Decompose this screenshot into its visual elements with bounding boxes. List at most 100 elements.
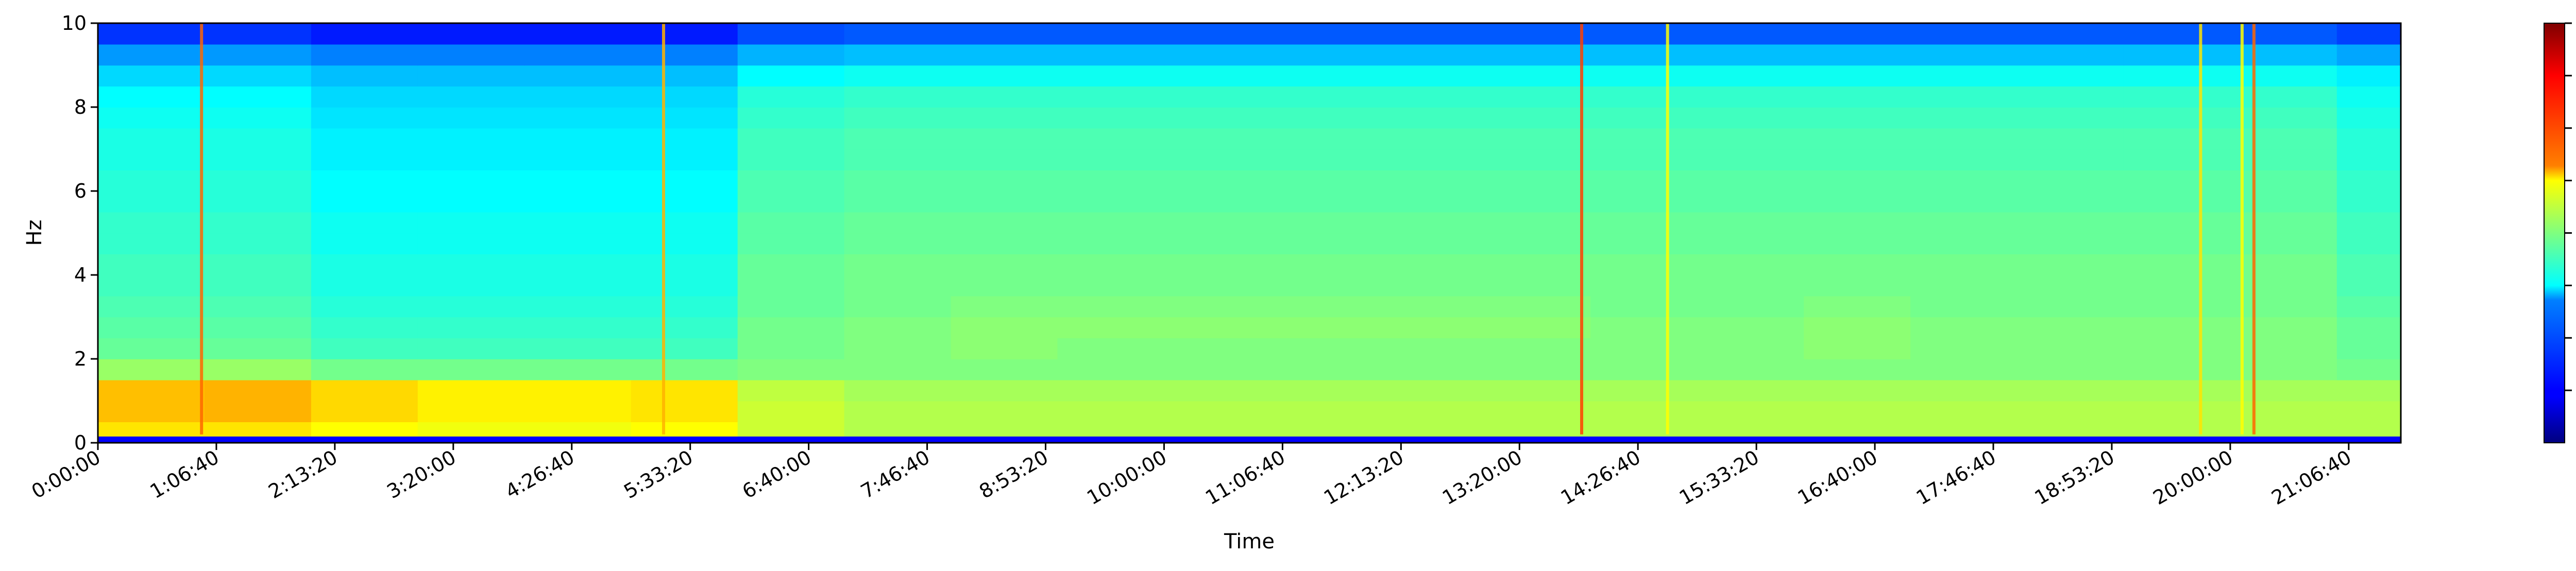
spectrogram-cell: [311, 65, 418, 86]
y-tick-label: 8: [74, 96, 87, 118]
spectrogram-cell: [2336, 338, 2401, 359]
spectrogram-cell: [2123, 233, 2231, 254]
spectrogram-cell: [2230, 128, 2337, 150]
spectrogram-cell: [1590, 254, 1698, 275]
spectrogram-cell: [1377, 149, 1484, 170]
spectrogram-cell: [311, 275, 418, 297]
spectrogram-cell: [1910, 149, 2018, 170]
spectrogram-cell: [1057, 275, 1165, 297]
spectrogram-cell: [1377, 401, 1484, 422]
spectrogram-cell: [1057, 401, 1165, 422]
spectrogram-cell: [951, 359, 1058, 380]
spectrogram-cells: [98, 23, 2401, 443]
spectrogram-cell: [1377, 128, 1484, 150]
spectrogram-cell: [2017, 191, 2124, 213]
y-tick-label: 4: [74, 264, 87, 286]
spectrogram-cell: [1270, 296, 1378, 318]
spectrogram-cell: [2336, 170, 2401, 192]
spectrogram-cell: [1377, 338, 1484, 359]
spectrogram-cell: [1590, 401, 1698, 422]
spectrogram-cell: [737, 275, 845, 297]
spectrogram-cell: [311, 107, 418, 129]
spectrogram-cell: [204, 23, 312, 45]
spectrogram-cell: [1164, 170, 1272, 192]
spectrogram-cell: [2017, 338, 2124, 359]
spectrogram-cell: [2230, 296, 2337, 318]
spectrogram-cell: [417, 65, 525, 86]
spectrogram-cell: [951, 149, 1058, 170]
x-tick-label: 2:13:20: [265, 446, 342, 503]
spectrogram-cell: [951, 44, 1058, 66]
spectrogram-cell: [844, 338, 952, 359]
spectrogram-cell: [2123, 254, 2231, 275]
spectrogram-cell: [1057, 191, 1165, 213]
spectrogram-cell: [1057, 338, 1165, 359]
spectrogram-cell: [2123, 359, 2231, 380]
spectrogram-cell: [1164, 379, 1272, 402]
spectrogram-cell: [631, 379, 738, 402]
spectrogram-cell: [1377, 191, 1484, 213]
spectrogram-cell: [1590, 296, 1698, 318]
spectrogram-cell: [311, 338, 418, 359]
spectrogram-cell: [2017, 23, 2124, 45]
spectrogram-cell: [1270, 275, 1378, 297]
spectrogram-cell: [1377, 65, 1484, 86]
spectrogram-cell: [204, 359, 312, 380]
spectrogram-cell: [1484, 212, 1591, 234]
spectrogram-cell: [1164, 23, 1272, 45]
spectrogram-cell: [311, 191, 418, 213]
spectrogram-cell: [1590, 86, 1698, 108]
spectrogram-cell: [1484, 296, 1591, 318]
x-tick-label: 18:53:20: [2031, 446, 2119, 509]
spectrogram-cell: [2230, 44, 2337, 66]
spectrogram-cell: [2336, 275, 2401, 297]
spectrogram-cell: [737, 359, 845, 380]
spectrogram-cell: [98, 338, 205, 359]
spectrogram-cell: [737, 401, 845, 422]
spectrogram-cell: [844, 212, 952, 234]
spectrogram-cell: [2230, 359, 2337, 380]
spectrogram-cell: [2336, 233, 2401, 254]
spectrogram-cell: [204, 254, 312, 275]
spectrogram-streak: [200, 23, 204, 435]
y-axis: 0 2 4 6 8 10: [62, 12, 98, 454]
spectrogram-cell: [844, 191, 952, 213]
spectrogram-cell: [1804, 317, 1911, 338]
spectrogram-cell: [1804, 65, 1911, 86]
spectrogram-cell: [1057, 379, 1165, 402]
spectrogram-cell: [204, 233, 312, 254]
spectrogram-cell: [417, 128, 525, 150]
x-tick-label: 7:46:40: [857, 446, 934, 503]
spectrogram-cell: [1697, 170, 1804, 192]
spectrogram-cell: [417, 23, 525, 45]
spectrogram-cell: [417, 170, 525, 192]
spectrogram-cell: [951, 128, 1058, 150]
spectrogram-cell: [417, 275, 525, 297]
spectrogram-cell: [737, 338, 845, 359]
spectrogram-cell: [98, 128, 205, 150]
spectrogram-cell: [1804, 191, 1911, 213]
spectrogram-cell: [1804, 359, 1911, 380]
spectrogram-cell: [1270, 65, 1378, 86]
spectrogram-cell: [2017, 317, 2124, 338]
spectrogram-cell: [1590, 149, 1698, 170]
spectrogram-cell: [417, 379, 525, 402]
spectrogram-cell: [1270, 212, 1378, 234]
spectrogram-cell: [2230, 233, 2337, 254]
x-axis-label: Time: [1224, 530, 1275, 553]
spectrogram-cell: [524, 212, 632, 234]
spectrogram-cell: [844, 170, 952, 192]
spectrogram-cell: [737, 170, 845, 192]
spectrogram-cell: [2336, 86, 2401, 108]
spectrogram-cell: [1484, 379, 1591, 402]
spectrogram-cell: [417, 254, 525, 275]
spectrogram-cell: [1697, 212, 1804, 234]
x-tick-label: 8:53:20: [975, 446, 1052, 503]
spectrogram-cell: [311, 233, 418, 254]
spectrogram-cell: [204, 128, 312, 150]
spectrogram-cell: [524, 296, 632, 318]
spectrogram-cell: [631, 65, 738, 86]
spectrogram-cell: [1590, 275, 1698, 297]
spectrogram-cell: [951, 86, 1058, 108]
